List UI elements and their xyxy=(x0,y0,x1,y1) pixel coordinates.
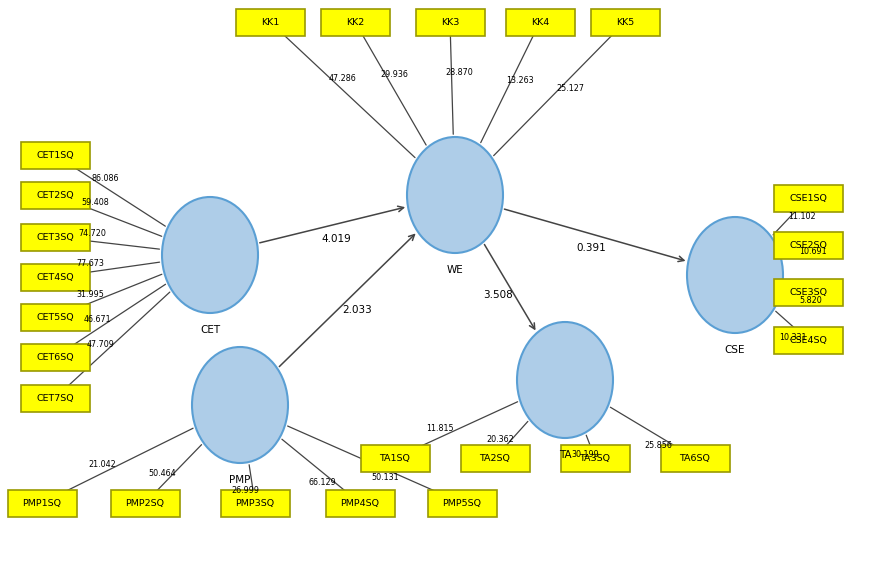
Text: CET2SQ: CET2SQ xyxy=(36,191,74,200)
Text: KK1: KK1 xyxy=(261,17,279,26)
FancyBboxPatch shape xyxy=(235,8,304,35)
Text: CET3SQ: CET3SQ xyxy=(36,232,74,241)
Text: KK4: KK4 xyxy=(531,17,549,26)
Text: CSE: CSE xyxy=(725,345,746,355)
Text: CSE3SQ: CSE3SQ xyxy=(789,287,827,297)
FancyBboxPatch shape xyxy=(321,8,389,35)
Text: CET7SQ: CET7SQ xyxy=(36,393,74,402)
FancyBboxPatch shape xyxy=(221,490,289,517)
Text: 29.936: 29.936 xyxy=(381,70,408,79)
Text: 50.131: 50.131 xyxy=(371,473,399,482)
Text: 47.709: 47.709 xyxy=(87,340,115,349)
Text: 77.673: 77.673 xyxy=(76,259,104,268)
FancyBboxPatch shape xyxy=(361,444,429,471)
Text: KK2: KK2 xyxy=(346,17,364,26)
FancyBboxPatch shape xyxy=(773,185,843,211)
Text: PMP4SQ: PMP4SQ xyxy=(341,499,380,508)
FancyBboxPatch shape xyxy=(428,490,496,517)
Text: TA2SQ: TA2SQ xyxy=(480,453,510,462)
Text: TA3SQ: TA3SQ xyxy=(580,453,611,462)
FancyBboxPatch shape xyxy=(21,182,90,209)
Text: CET6SQ: CET6SQ xyxy=(36,352,74,361)
Text: 25.856: 25.856 xyxy=(644,441,672,450)
FancyBboxPatch shape xyxy=(506,8,574,35)
Ellipse shape xyxy=(162,197,258,313)
FancyBboxPatch shape xyxy=(110,490,180,517)
Ellipse shape xyxy=(517,322,613,438)
FancyBboxPatch shape xyxy=(21,141,90,168)
Text: 86.086: 86.086 xyxy=(92,173,119,183)
Ellipse shape xyxy=(687,217,783,333)
Text: 46.671: 46.671 xyxy=(83,315,111,324)
Text: 30.199: 30.199 xyxy=(571,450,599,459)
FancyBboxPatch shape xyxy=(773,327,843,353)
FancyBboxPatch shape xyxy=(591,8,660,35)
Text: 31.995: 31.995 xyxy=(76,289,104,298)
FancyBboxPatch shape xyxy=(8,490,76,517)
FancyBboxPatch shape xyxy=(773,232,843,259)
FancyBboxPatch shape xyxy=(21,343,90,370)
Text: 2.033: 2.033 xyxy=(342,305,372,315)
Text: TA6SQ: TA6SQ xyxy=(680,453,711,462)
Text: 26.999: 26.999 xyxy=(231,486,259,495)
Text: CET1SQ: CET1SQ xyxy=(36,150,74,159)
Text: CET: CET xyxy=(200,325,220,335)
FancyBboxPatch shape xyxy=(21,264,90,291)
FancyBboxPatch shape xyxy=(415,8,485,35)
Text: 50.464: 50.464 xyxy=(149,469,176,479)
Text: PMP5SQ: PMP5SQ xyxy=(442,499,481,508)
Text: 11.102: 11.102 xyxy=(787,212,815,221)
Text: PMP: PMP xyxy=(229,475,250,485)
Text: TA: TA xyxy=(559,450,571,460)
FancyBboxPatch shape xyxy=(21,384,90,412)
Text: CSE4SQ: CSE4SQ xyxy=(789,335,827,344)
Text: CSE2SQ: CSE2SQ xyxy=(789,241,827,250)
Text: WE: WE xyxy=(447,265,463,275)
Text: 10.691: 10.691 xyxy=(799,247,827,256)
Text: 13.263: 13.263 xyxy=(507,76,534,85)
FancyBboxPatch shape xyxy=(773,278,843,306)
Text: 5.820: 5.820 xyxy=(799,296,821,305)
Text: 21.042: 21.042 xyxy=(89,460,116,469)
Text: KK5: KK5 xyxy=(616,17,634,26)
Text: 20.362: 20.362 xyxy=(487,435,514,444)
Text: TA1SQ: TA1SQ xyxy=(380,453,410,462)
FancyBboxPatch shape xyxy=(21,304,90,330)
Text: 66.129: 66.129 xyxy=(308,479,336,488)
Text: 11.815: 11.815 xyxy=(427,424,454,433)
Ellipse shape xyxy=(192,347,288,463)
Text: 3.508: 3.508 xyxy=(483,289,513,300)
Text: CET5SQ: CET5SQ xyxy=(36,312,74,321)
Text: 25.127: 25.127 xyxy=(556,84,585,94)
FancyBboxPatch shape xyxy=(561,444,629,471)
Text: 28.870: 28.870 xyxy=(446,68,474,77)
FancyBboxPatch shape xyxy=(21,223,90,251)
Text: PMP3SQ: PMP3SQ xyxy=(235,499,275,508)
Text: CSE1SQ: CSE1SQ xyxy=(789,194,827,203)
Text: PMP1SQ: PMP1SQ xyxy=(23,499,62,508)
Text: 10.331: 10.331 xyxy=(779,333,806,342)
Text: 47.286: 47.286 xyxy=(328,74,356,83)
Text: 59.408: 59.408 xyxy=(82,197,109,206)
Text: 0.391: 0.391 xyxy=(576,243,606,254)
Text: 74.720: 74.720 xyxy=(78,229,107,238)
Ellipse shape xyxy=(407,137,503,253)
FancyBboxPatch shape xyxy=(326,490,395,517)
Text: 4.019: 4.019 xyxy=(321,233,351,243)
FancyBboxPatch shape xyxy=(660,444,729,471)
Text: PMP2SQ: PMP2SQ xyxy=(125,499,164,508)
Text: KK3: KK3 xyxy=(441,17,459,26)
FancyBboxPatch shape xyxy=(461,444,529,471)
Text: CET4SQ: CET4SQ xyxy=(36,273,74,282)
